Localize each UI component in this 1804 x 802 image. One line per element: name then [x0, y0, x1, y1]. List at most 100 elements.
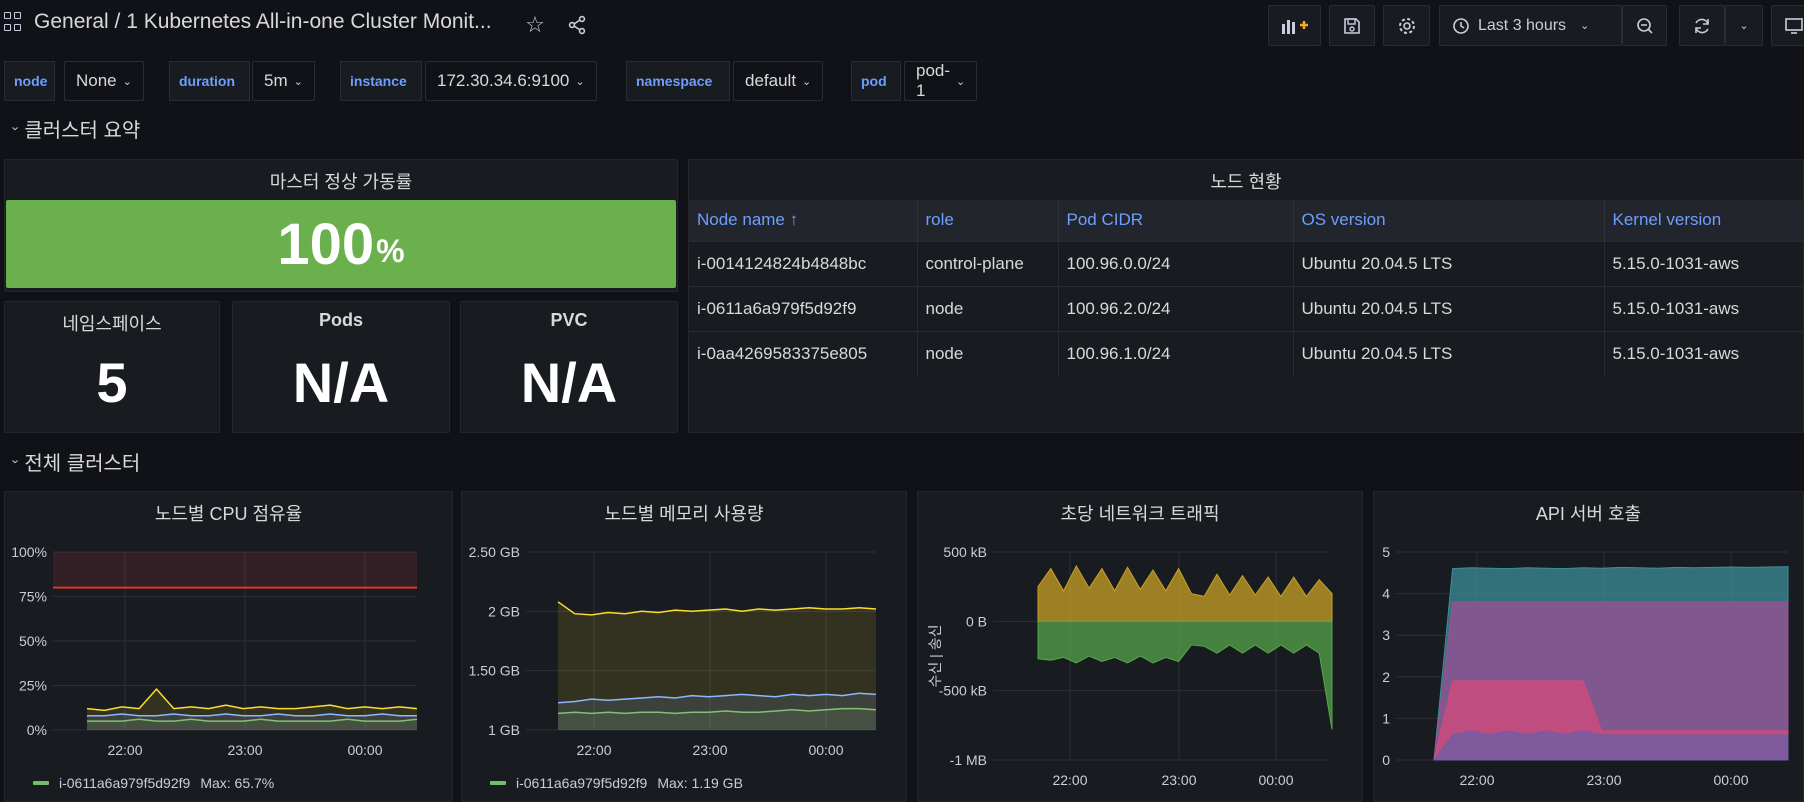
chevron-down-icon: ›: [8, 126, 24, 131]
series-fill-2: [87, 714, 417, 730]
uptime-stat-value: 100%: [6, 200, 676, 288]
var-select-pod[interactable]: pod-1 ⌄: [904, 61, 978, 101]
add-panel-icon: [1281, 19, 1308, 34]
column-header-os-version[interactable]: OS version: [1293, 200, 1605, 241]
x-tick-label: 22:00: [107, 742, 142, 758]
var-label-duration: duration: [169, 61, 250, 101]
series-fill-1: [87, 689, 417, 730]
y-tick-label: 4: [1382, 586, 1390, 602]
table-cell: control-plane: [917, 240, 1059, 286]
table-cell: Ubuntu 20.04.5 LTS: [1293, 330, 1605, 376]
series-line-0: [87, 718, 418, 722]
table-row: i-0aa4269583375e805 node 100.96.1.0/24 U…: [689, 330, 1803, 376]
panel-title: Pods: [318, 310, 363, 330]
column-header-kernel-version[interactable]: Kernel version: [1604, 200, 1803, 241]
node-table: Node name ↑ role Pod CIDR OS version Ker…: [689, 200, 1803, 376]
chevron-down-icon: ⌄: [122, 75, 132, 88]
x-tick-label: 22:00: [1052, 772, 1087, 788]
legend-max-value: Max: 65.7%: [200, 775, 275, 791]
chevron-down-icon: ⌄: [575, 75, 585, 88]
var-value-instance: 172.30.34.6:9100: [437, 71, 570, 90]
var-value-pod: pod-1: [916, 61, 951, 100]
legend-series-name: i-0611a6a979f5d92f9: [59, 775, 191, 791]
series-line-0: [557, 707, 877, 715]
panel-title: 마스터 정상 가동률: [269, 172, 413, 192]
apps-grid-icon[interactable]: [4, 12, 24, 32]
dashboard-settings-button[interactable]: [1383, 5, 1430, 46]
pvc-stat-value: N/A: [520, 351, 618, 414]
var-select-instance[interactable]: 172.30.34.6:9100 ⌄: [425, 61, 597, 101]
y-tick-label: 1: [1382, 710, 1390, 726]
panel-master-uptime: 마스터 정상 가동률 100%: [4, 159, 678, 292]
memory-chart[interactable]: 2.50 GB 2 GB 1.50 GB 1 GB 22:00 23:00 00:00: [462, 492, 907, 802]
chart-legend[interactable]: i-0611a6a979f5d92f9 Max: 65.7%: [33, 775, 274, 791]
panel-title: API 서버 호출: [1535, 504, 1642, 524]
y-tick-label: 1.50 GB: [469, 663, 520, 679]
zoom-out-icon: [1636, 17, 1653, 34]
series-fill-0: [558, 708, 876, 730]
uptime-number: 100: [277, 211, 375, 277]
zoom-out-button[interactable]: [1622, 5, 1667, 46]
panel-title: 노드 현황: [1210, 172, 1282, 192]
time-range-picker[interactable]: Last 3 hours ⌄: [1439, 5, 1622, 46]
share-icon[interactable]: [564, 12, 590, 38]
save-icon: [1344, 17, 1360, 34]
table-cell: 5.15.0-1031-aws: [1604, 240, 1803, 286]
var-select-duration[interactable]: 5m ⌄: [252, 61, 315, 101]
gear-icon: [1398, 17, 1415, 34]
star-icon[interactable]: ☆: [525, 12, 545, 37]
series-line-1: [86, 687, 418, 712]
var-select-namespace[interactable]: default ⌄: [733, 61, 824, 101]
panel-title: 노드별 메모리 사용량: [604, 504, 764, 524]
y-tick-label: 75%: [19, 589, 47, 605]
var-select-node[interactable]: None ⌄: [64, 61, 144, 101]
top-navbar: General / 1 Kubernetes All-in-one Cluste…: [0, 0, 1804, 50]
chart-title: 노드별 CPU 점유율: [154, 504, 303, 524]
refresh-interval-dropdown[interactable]: ⌄: [1725, 5, 1763, 46]
table-header-row: Node name ↑ role Pod CIDR OS version Ker…: [689, 200, 1803, 241]
legend-swatch: [490, 781, 506, 785]
chart-legend[interactable]: i-0611a6a979f5d92f9 Max: 1.19 GB: [490, 775, 743, 791]
y-tick-label: 25%: [19, 678, 47, 694]
row-toggle-summary[interactable]: › 클러스터 요약: [9, 114, 141, 143]
y-tick-label: 2 GB: [488, 603, 520, 619]
save-dashboard-button[interactable]: [1329, 5, 1375, 46]
x-tick-label: 23:00: [692, 742, 727, 758]
table-cell: 5.15.0-1031-aws: [1604, 285, 1803, 331]
table-cell: i-0611a6a979f5d92f9: [689, 285, 918, 331]
y-tick-label: 500 kB: [943, 544, 987, 560]
y-tick-label: 3: [1382, 627, 1390, 643]
legend-swatch: [33, 781, 49, 785]
network-chart[interactable]: 500 kB 0 B -500 kB -1 MB 22:00 23:00 00:00 수신 |…: [918, 492, 1363, 802]
table-row: i-0611a6a979f5d92f9 node 100.96.2.0/24 U…: [689, 285, 1803, 331]
page-title[interactable]: General / 1 Kubernetes All-in-one Cluste…: [34, 10, 492, 33]
add-panel-button[interactable]: [1268, 5, 1321, 46]
chevron-down-icon: ⌄: [1739, 20, 1749, 32]
view-mode-button[interactable]: [1771, 5, 1804, 46]
api-calls-chart[interactable]: 5 4 3 2 1 0 22:00 23:00 00:00: [1374, 492, 1804, 802]
series-line-1: [557, 601, 877, 616]
table-row: i-0014124824b4848bc control-plane 100.96…: [689, 240, 1803, 286]
table-cell: 5.15.0-1031-aws: [1604, 330, 1803, 376]
chevron-down-icon: ⌄: [1580, 20, 1590, 32]
var-value-node: None: [76, 71, 117, 90]
cpu-chart[interactable]: 100% 75% 50% 25% 0% 22:00 23:00 00:00: [5, 492, 453, 802]
column-header-role[interactable]: role: [917, 200, 1059, 241]
clock-icon: [1453, 17, 1469, 34]
column-header-node-name[interactable]: Node name ↑: [689, 200, 918, 241]
table-cell: Ubuntu 20.04.5 LTS: [1293, 240, 1605, 286]
series-line-2: [557, 692, 877, 704]
series-line-2: [87, 713, 417, 717]
x-tick-label: 23:00: [1586, 772, 1621, 788]
refresh-button[interactable]: [1679, 5, 1725, 46]
x-tick-label: 22:00: [576, 742, 611, 758]
chevron-down-icon: ›: [8, 459, 24, 464]
time-range-label: Last 3 hours: [1478, 16, 1567, 34]
x-tick-label: 00:00: [1258, 772, 1293, 788]
y-tick-label: 2: [1382, 669, 1390, 685]
legend-max-value: Max: 1.19 GB: [657, 775, 743, 791]
panel-node-status: 노드 현황 Node name ↑ role Pod CIDR OS versi…: [688, 159, 1804, 433]
row-toggle-overall[interactable]: › 전체 클러스터: [9, 447, 141, 476]
column-header-pod-cidr[interactable]: Pod CIDR: [1058, 200, 1294, 241]
y-tick-label: 0 B: [966, 613, 987, 629]
